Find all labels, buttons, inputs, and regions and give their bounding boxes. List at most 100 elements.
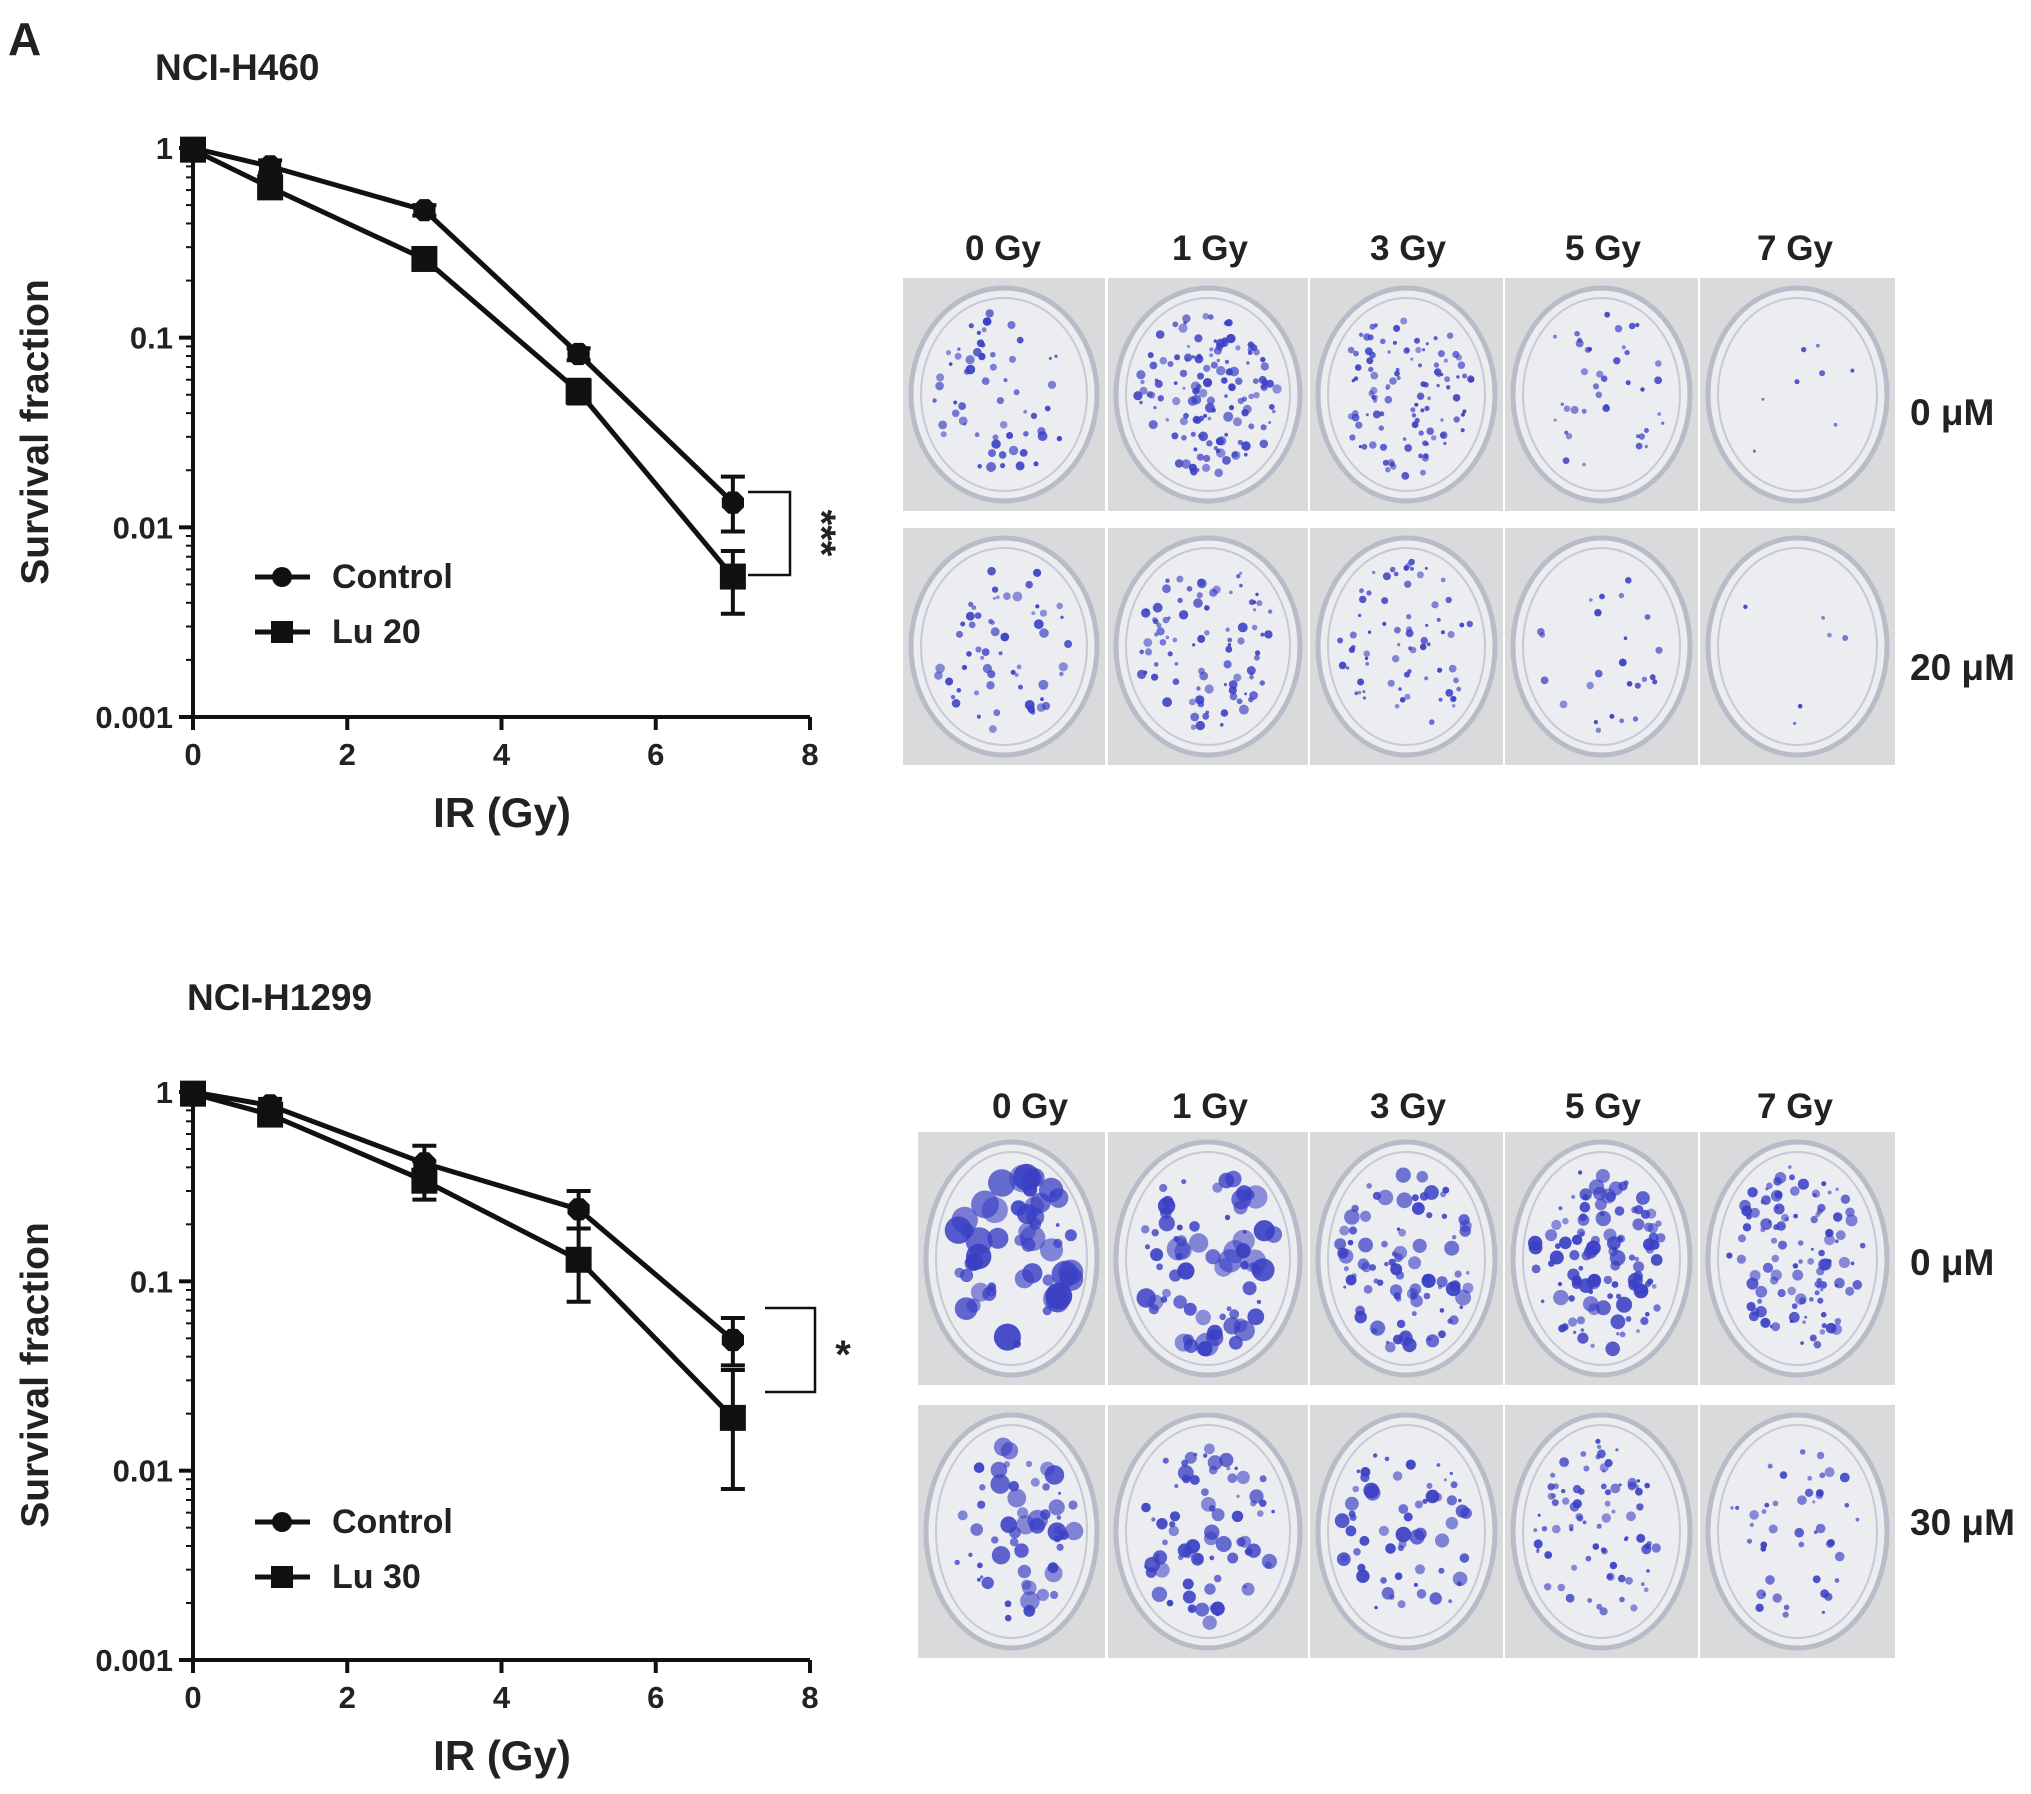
series-line-control [192, 145, 735, 505]
series-line-control [192, 1089, 735, 1342]
data-point-treated [565, 378, 592, 405]
plate-row-label-1: 30 μM [1910, 1502, 2015, 1543]
colony-plate-photo [1700, 278, 1895, 511]
x-tick-label: 8 [801, 737, 818, 772]
legend: Control Lu 30 [255, 1503, 453, 1596]
plate-row-label-1: 20 μM [1910, 647, 2015, 688]
data-point-treated [719, 1404, 746, 1431]
data-point-control [567, 1198, 590, 1221]
colony-plate-photo [1700, 528, 1895, 765]
colony-plate-photo [1108, 1405, 1308, 1658]
data-point-control [721, 1328, 744, 1352]
legend-marker-control [272, 1512, 292, 1532]
data-point-control [567, 342, 590, 366]
colony-plate-photo [918, 1405, 1105, 1658]
plate-photo-grid-h1299: 0 Gy 1 Gy 3 Gy 5 Gy 7 Gy 0 μM 30 μM [918, 1087, 2015, 1658]
data-point-treated [411, 245, 438, 272]
colony-plate-photo [1108, 278, 1308, 511]
axes-group: 1 0.1 0.01 0.001 0 2 4 6 8 [95, 131, 818, 772]
x-tick-label: 4 [493, 737, 511, 772]
colony-plate-photo [1505, 1405, 1698, 1658]
y-tick-label: 0.001 [95, 1643, 173, 1678]
colony-plate-photo [1700, 1405, 1895, 1658]
colony-plate-photo [1310, 278, 1503, 511]
y-axis-label: Survival fraction [14, 279, 57, 585]
colony-plate-photo [1505, 528, 1698, 765]
x-tick-label: 0 [184, 737, 201, 772]
x-tick-label: 0 [184, 1680, 201, 1715]
plate-col-label-4: 7 Gy [1757, 229, 1833, 268]
axes-group: 1 0.1 0.01 0.001 0 2 4 6 8 [95, 1075, 818, 1715]
x-tick-label: 4 [493, 1680, 511, 1715]
legend-label-control: Control [332, 558, 453, 596]
colony-plate-photo [918, 1132, 1105, 1385]
plate-col-label-2: 3 Gy [1370, 1087, 1446, 1126]
y-tick-label: 0.1 [130, 1264, 173, 1299]
y-tick-label: 0.01 [113, 510, 173, 545]
data-point-treated [180, 1080, 206, 1107]
chart-title: NCI-H460 [155, 47, 320, 88]
x-tick-label: 6 [647, 737, 664, 772]
colony-plate-photo [1505, 278, 1698, 511]
colony-plate-photo [1310, 1132, 1503, 1385]
y-axis-label: Survival fraction [14, 1222, 57, 1528]
series-line-treated [192, 1091, 735, 1420]
colony-plate-photo [1505, 1132, 1698, 1385]
y-tick-label: 0.01 [113, 1454, 173, 1489]
y-tick-label: 0.1 [130, 321, 173, 356]
colony-plate-photo [903, 528, 1105, 765]
x-tick-label: 2 [339, 1680, 356, 1715]
series-group [180, 1080, 746, 1492]
colony-plate-photo [903, 278, 1105, 511]
significance-label: *** [799, 510, 843, 557]
plate-col-label-0: 0 Gy [965, 229, 1041, 268]
colony-plate-photo [1700, 1132, 1895, 1385]
plate-col-label-1: 1 Gy [1172, 229, 1248, 268]
significance-label: * [835, 1333, 851, 1377]
legend-marker-control [272, 567, 292, 587]
colony-plate-photo [1108, 528, 1308, 765]
data-point-control [259, 155, 282, 178]
plate-photo-grid-h460: 0 Gy 1 Gy 3 Gy 5 Gy 7 Gy 0 μM 20 μM [903, 229, 2015, 765]
data-point-treated [180, 136, 206, 163]
x-tick-label: 8 [801, 1680, 818, 1715]
significance-bracket [748, 490, 792, 577]
y-tick-label: 0.001 [95, 700, 173, 735]
legend-marker-treated [271, 1566, 293, 1588]
data-point-treated [257, 1101, 284, 1128]
x-tick-label: 6 [647, 1680, 664, 1715]
plate-col-label-3: 5 Gy [1565, 229, 1641, 268]
chart-title: NCI-H1299 [187, 977, 372, 1018]
plate-row-label-0: 0 μM [1910, 1242, 1994, 1283]
colony-plate-photo [1310, 528, 1503, 765]
y-tick-label: 1 [156, 131, 173, 166]
survival-chart-h460: NCI-H460 Survival fraction IR (Gy) 1 0.1 0… [14, 47, 843, 836]
plate-col-label-1: 1 Gy [1172, 1087, 1248, 1126]
legend-label-treated: Lu 20 [332, 613, 421, 651]
legend-label-treated: Lu 30 [332, 1558, 421, 1596]
plate-col-label-2: 3 Gy [1370, 229, 1446, 268]
x-tick-label: 2 [339, 737, 356, 772]
colony-plate-photo [1310, 1405, 1503, 1658]
data-point-treated [719, 563, 746, 590]
series-group [180, 136, 746, 616]
x-axis-label: IR (Gy) [433, 1732, 571, 1779]
colony-plate-photo [1108, 1132, 1308, 1385]
plate-col-label-0: 0 Gy [992, 1087, 1068, 1126]
x-axis-label: IR (Gy) [433, 789, 571, 836]
plate-col-label-4: 7 Gy [1757, 1087, 1833, 1126]
legend-marker-treated [271, 621, 293, 643]
data-point-control [413, 199, 436, 222]
significance-bracket [765, 1306, 817, 1394]
plate-row-label-0: 0 μM [1910, 392, 1994, 433]
data-point-treated [257, 174, 284, 201]
legend-label-control: Control [332, 1503, 453, 1541]
y-tick-label: 1 [156, 1075, 173, 1110]
series-line-treated [191, 147, 735, 579]
data-point-control [721, 491, 744, 514]
legend: Control Lu 20 [255, 558, 453, 651]
survival-chart-h1299: NCI-H1299 Survival fraction IR (Gy) 1 0.1… [14, 977, 851, 1779]
data-point-treated [565, 1246, 592, 1273]
data-point-treated [411, 1167, 438, 1194]
